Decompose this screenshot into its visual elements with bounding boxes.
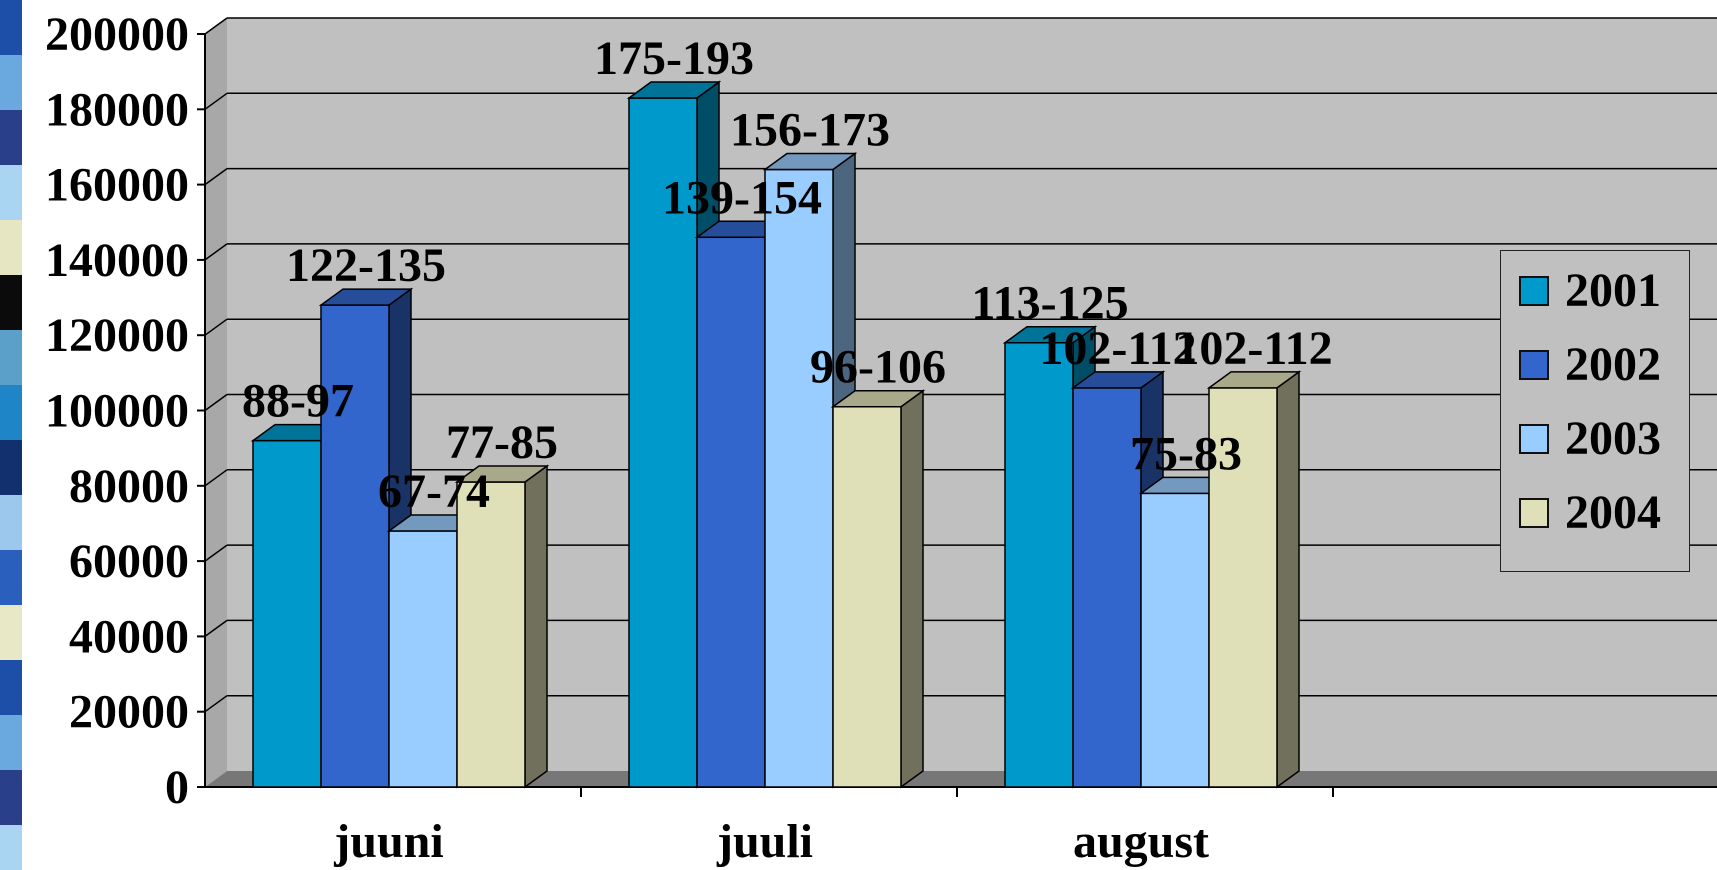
- bar: [696, 236, 766, 788]
- y-tick-label: 200000: [45, 8, 189, 61]
- strip-segment: [0, 110, 22, 165]
- x-category-labels: juuni juuli august: [333, 815, 1209, 868]
- y-tick-label: 20000: [69, 686, 189, 739]
- data-label: 122-135: [286, 239, 446, 292]
- x-category-label: juuli: [716, 815, 813, 868]
- y-tick-label: 40000: [69, 610, 189, 663]
- strip-segment: [0, 0, 22, 55]
- bar: [628, 97, 698, 788]
- bar-top: [1002, 325, 1098, 344]
- bar: [1072, 387, 1142, 788]
- data-label: 75-83: [1130, 427, 1242, 480]
- bar: [1004, 341, 1074, 788]
- bar-top: [318, 288, 414, 306]
- data-label: 156-173: [730, 104, 890, 157]
- bar: [1140, 492, 1210, 788]
- legend: 2001 2002 2003 2004: [1500, 250, 1690, 572]
- legend-item: 2004: [1519, 487, 1661, 539]
- bar-top: [1206, 371, 1302, 389]
- data-label: 88-97: [242, 375, 354, 428]
- legend-swatch: [1519, 350, 1549, 380]
- data-label: 67-74: [378, 465, 490, 518]
- bar: [252, 439, 322, 788]
- legend-label: 2002: [1565, 338, 1661, 391]
- bar-top: [830, 389, 926, 408]
- legend-swatch: [1519, 498, 1549, 528]
- y-tick-label: 140000: [45, 234, 189, 287]
- bar-top: [454, 465, 550, 483]
- y-tick-label: 160000: [45, 159, 189, 212]
- gridline-depth: [204, 619, 228, 638]
- gridline-depth: [204, 695, 228, 713]
- y-tick-label: 100000: [45, 385, 189, 438]
- strip-segment: [0, 770, 22, 825]
- bar: [388, 530, 458, 788]
- strip-segment: [0, 440, 22, 495]
- strip-segment: [0, 220, 22, 275]
- y-tick-label: 0: [165, 761, 189, 814]
- legend-swatch: [1519, 424, 1549, 454]
- strip-segment: [0, 495, 22, 550]
- x-category-label: juuni: [333, 815, 443, 868]
- floor: [205, 771, 1717, 787]
- legend-item: 2002: [1519, 339, 1661, 391]
- bar-side: [1276, 370, 1300, 789]
- bar-side: [524, 464, 548, 789]
- legend-label: 2001: [1565, 264, 1661, 317]
- strip-segment: [0, 825, 22, 870]
- y-tick-label: 180000: [45, 83, 189, 136]
- legend-label: 2003: [1565, 412, 1661, 465]
- y-tick-labels: 0 20000 40000 60000 80000 100000 120000 140000 1…: [45, 8, 189, 814]
- bar-top: [762, 152, 858, 171]
- gridline-depth: [204, 544, 228, 562]
- bar: [832, 405, 902, 788]
- strip-segment: [0, 715, 22, 770]
- decorative-left-strip: [0, 0, 22, 870]
- bar: [1208, 387, 1278, 788]
- data-label: 102-112: [1039, 322, 1196, 375]
- gridline-depth: [204, 318, 228, 336]
- y-tick-label: 120000: [45, 309, 189, 362]
- legend-label: 2004: [1565, 486, 1661, 539]
- bars: [250, 80, 1302, 789]
- strip-segment: [0, 165, 22, 220]
- gridline-depth: [204, 469, 228, 487]
- strip-segment: [0, 275, 22, 330]
- y-tick-label: 60000: [69, 535, 189, 588]
- strip-segment: [0, 605, 22, 660]
- gridline-depth: [204, 92, 228, 110]
- strip-segment: [0, 550, 22, 605]
- bar-top: [1070, 371, 1166, 389]
- data-label: 175-193: [594, 32, 754, 85]
- y-tick-label: 80000: [69, 460, 189, 513]
- data-label: 77-85: [446, 416, 558, 469]
- gridline-depth: [204, 393, 228, 412]
- data-label: 102-112: [1175, 322, 1332, 375]
- data-label: 96-106: [810, 341, 946, 394]
- strip-segment: [0, 330, 22, 385]
- bar-side: [900, 389, 924, 789]
- gridline-depth: [204, 17, 228, 35]
- bar: [764, 168, 834, 788]
- strip-segment: [0, 55, 22, 110]
- bar-top: [626, 81, 722, 99]
- bar: [456, 481, 526, 788]
- strip-segment: [0, 385, 22, 440]
- data-label: 139-154: [662, 171, 822, 224]
- gridline-depth: [204, 167, 228, 186]
- data-label: 113-125: [971, 277, 1128, 330]
- gridline-depth: [204, 243, 228, 261]
- legend-item: 2001: [1519, 265, 1661, 317]
- strip-segment: [0, 660, 22, 715]
- legend-swatch: [1519, 276, 1549, 306]
- legend-item: 2003: [1519, 413, 1661, 465]
- x-category-label: august: [1073, 815, 1209, 868]
